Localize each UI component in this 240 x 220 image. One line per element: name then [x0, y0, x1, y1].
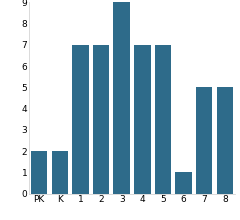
- Bar: [93, 45, 109, 194]
- Bar: [72, 45, 89, 194]
- Bar: [52, 151, 68, 194]
- Bar: [217, 87, 233, 194]
- Bar: [114, 2, 130, 194]
- Bar: [31, 151, 47, 194]
- Bar: [175, 172, 192, 194]
- Bar: [196, 87, 212, 194]
- Bar: [134, 45, 150, 194]
- Bar: [155, 45, 171, 194]
